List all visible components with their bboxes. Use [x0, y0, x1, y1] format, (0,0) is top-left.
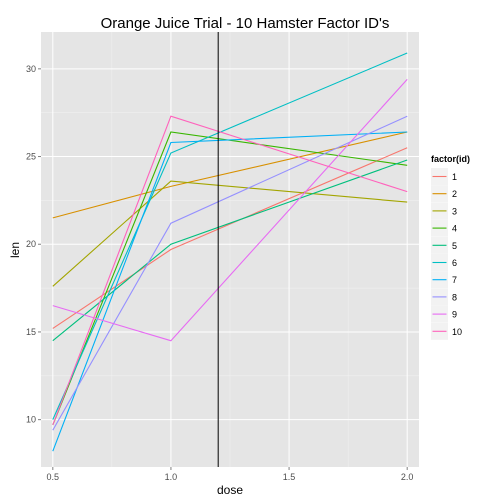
- x-axis-title: dose: [217, 483, 243, 497]
- series-line-2: [52, 131, 408, 219]
- chart-title: Orange Juice Trial - 10 Hamster Factor I…: [101, 15, 390, 32]
- legend-label-1: 1: [452, 172, 457, 182]
- legend-label-8: 8: [452, 292, 457, 302]
- y-tick-label: 10: [26, 415, 36, 425]
- series-line-1: [52, 147, 408, 329]
- legend-label-2: 2: [452, 189, 457, 199]
- series-line-6: [52, 52, 408, 420]
- series-lines: [52, 52, 408, 452]
- legend-label-5: 5: [452, 241, 457, 251]
- legend-title: factor(id): [431, 154, 470, 164]
- x-tick-label: 1.5: [283, 472, 296, 482]
- y-tick-label: 20: [26, 239, 36, 249]
- x-tick-label: 2.0: [401, 472, 414, 482]
- series-line-4: [52, 131, 408, 426]
- series-line-5: [52, 159, 408, 342]
- legend-label-7: 7: [452, 275, 457, 285]
- series-line-8: [52, 115, 408, 431]
- legend-label-6: 6: [452, 258, 457, 268]
- series-line-10: [52, 115, 408, 426]
- legend: factor(id) 1 2 3 4 5 6 7 8 9 10: [431, 154, 470, 340]
- y-axis: 10 15 20 25 30: [26, 64, 41, 425]
- x-tick-label: 1.0: [165, 472, 178, 482]
- y-axis-title: len: [8, 242, 22, 258]
- y-tick-label: 25: [26, 152, 36, 162]
- x-tick-label: 0.5: [47, 472, 60, 482]
- series-line-7: [52, 131, 408, 452]
- legend-label-10: 10: [452, 327, 462, 337]
- legend-label-4: 4: [452, 224, 457, 234]
- legend-label-3: 3: [452, 206, 457, 216]
- y-tick-label: 30: [26, 64, 36, 74]
- y-tick-label: 15: [26, 327, 36, 337]
- series-line-3: [52, 180, 408, 287]
- x-axis: 0.5 1.0 1.5 2.0: [47, 467, 414, 482]
- legend-label-9: 9: [452, 310, 457, 320]
